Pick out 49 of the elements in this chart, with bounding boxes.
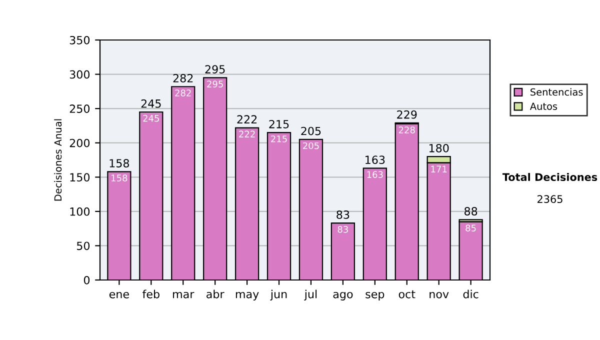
total-label: 88 bbox=[464, 207, 478, 216]
x-tick-label: jul bbox=[304, 290, 317, 300]
y-tick-label: 200 bbox=[70, 138, 90, 148]
x-tick-label: nov bbox=[430, 292, 449, 298]
y-tick-label: 150 bbox=[70, 173, 90, 182]
x-tick-label: abr bbox=[206, 290, 224, 298]
legend-label: Sentencias bbox=[530, 88, 583, 96]
total-label: 295 bbox=[205, 65, 225, 74]
y-tick-label: 100 bbox=[70, 207, 90, 216]
data-label: 228 bbox=[398, 126, 415, 134]
total-label: 215 bbox=[269, 120, 289, 128]
data-label: 85 bbox=[466, 224, 476, 232]
y-tick-label: 250 bbox=[70, 104, 90, 113]
data-label: 171 bbox=[431, 166, 447, 172]
data-label: 83 bbox=[338, 226, 348, 233]
y-axis-title: Decisiones Anual bbox=[54, 119, 62, 201]
x-tick-label: oct bbox=[398, 290, 416, 298]
total-label: 222 bbox=[237, 115, 257, 124]
y-tick-label: 350 bbox=[70, 36, 90, 44]
legend-label: Autos bbox=[530, 102, 558, 110]
data-label: 222 bbox=[239, 130, 255, 138]
x-tick-label: jun bbox=[270, 290, 287, 300]
total-label: 205 bbox=[301, 126, 321, 136]
total-label: 245 bbox=[141, 99, 161, 108]
x-tick-label: may bbox=[236, 292, 259, 300]
data-label: 158 bbox=[112, 174, 128, 182]
data-label: 215 bbox=[271, 135, 287, 142]
total-label: 282 bbox=[173, 74, 193, 82]
x-tick-label: ene bbox=[109, 292, 129, 298]
total-label: 83 bbox=[336, 210, 350, 219]
text: 2365 bbox=[538, 195, 562, 204]
data-label: 245 bbox=[143, 114, 159, 122]
total-label: 180 bbox=[429, 144, 449, 152]
data-label: 295 bbox=[207, 80, 223, 88]
total-label: 229 bbox=[397, 110, 417, 119]
x-tick-label: sep bbox=[366, 292, 384, 300]
x-tick-label: dic bbox=[463, 290, 478, 298]
x-tick-label: feb bbox=[142, 290, 160, 298]
text: Total Decisiones bbox=[502, 172, 598, 182]
data-label: 282 bbox=[175, 90, 191, 96]
data-label: 205 bbox=[303, 142, 319, 150]
y-tick-label: 50 bbox=[76, 242, 90, 250]
x-tick-label: ago bbox=[333, 292, 353, 300]
data-label: 163 bbox=[367, 171, 383, 178]
total-label: 163 bbox=[366, 156, 385, 164]
y-tick-label: 0 bbox=[84, 276, 90, 284]
x-tick-label: mar bbox=[173, 292, 194, 298]
total-label: 158 bbox=[110, 159, 130, 168]
y-tick-label: 300 bbox=[70, 70, 90, 79]
